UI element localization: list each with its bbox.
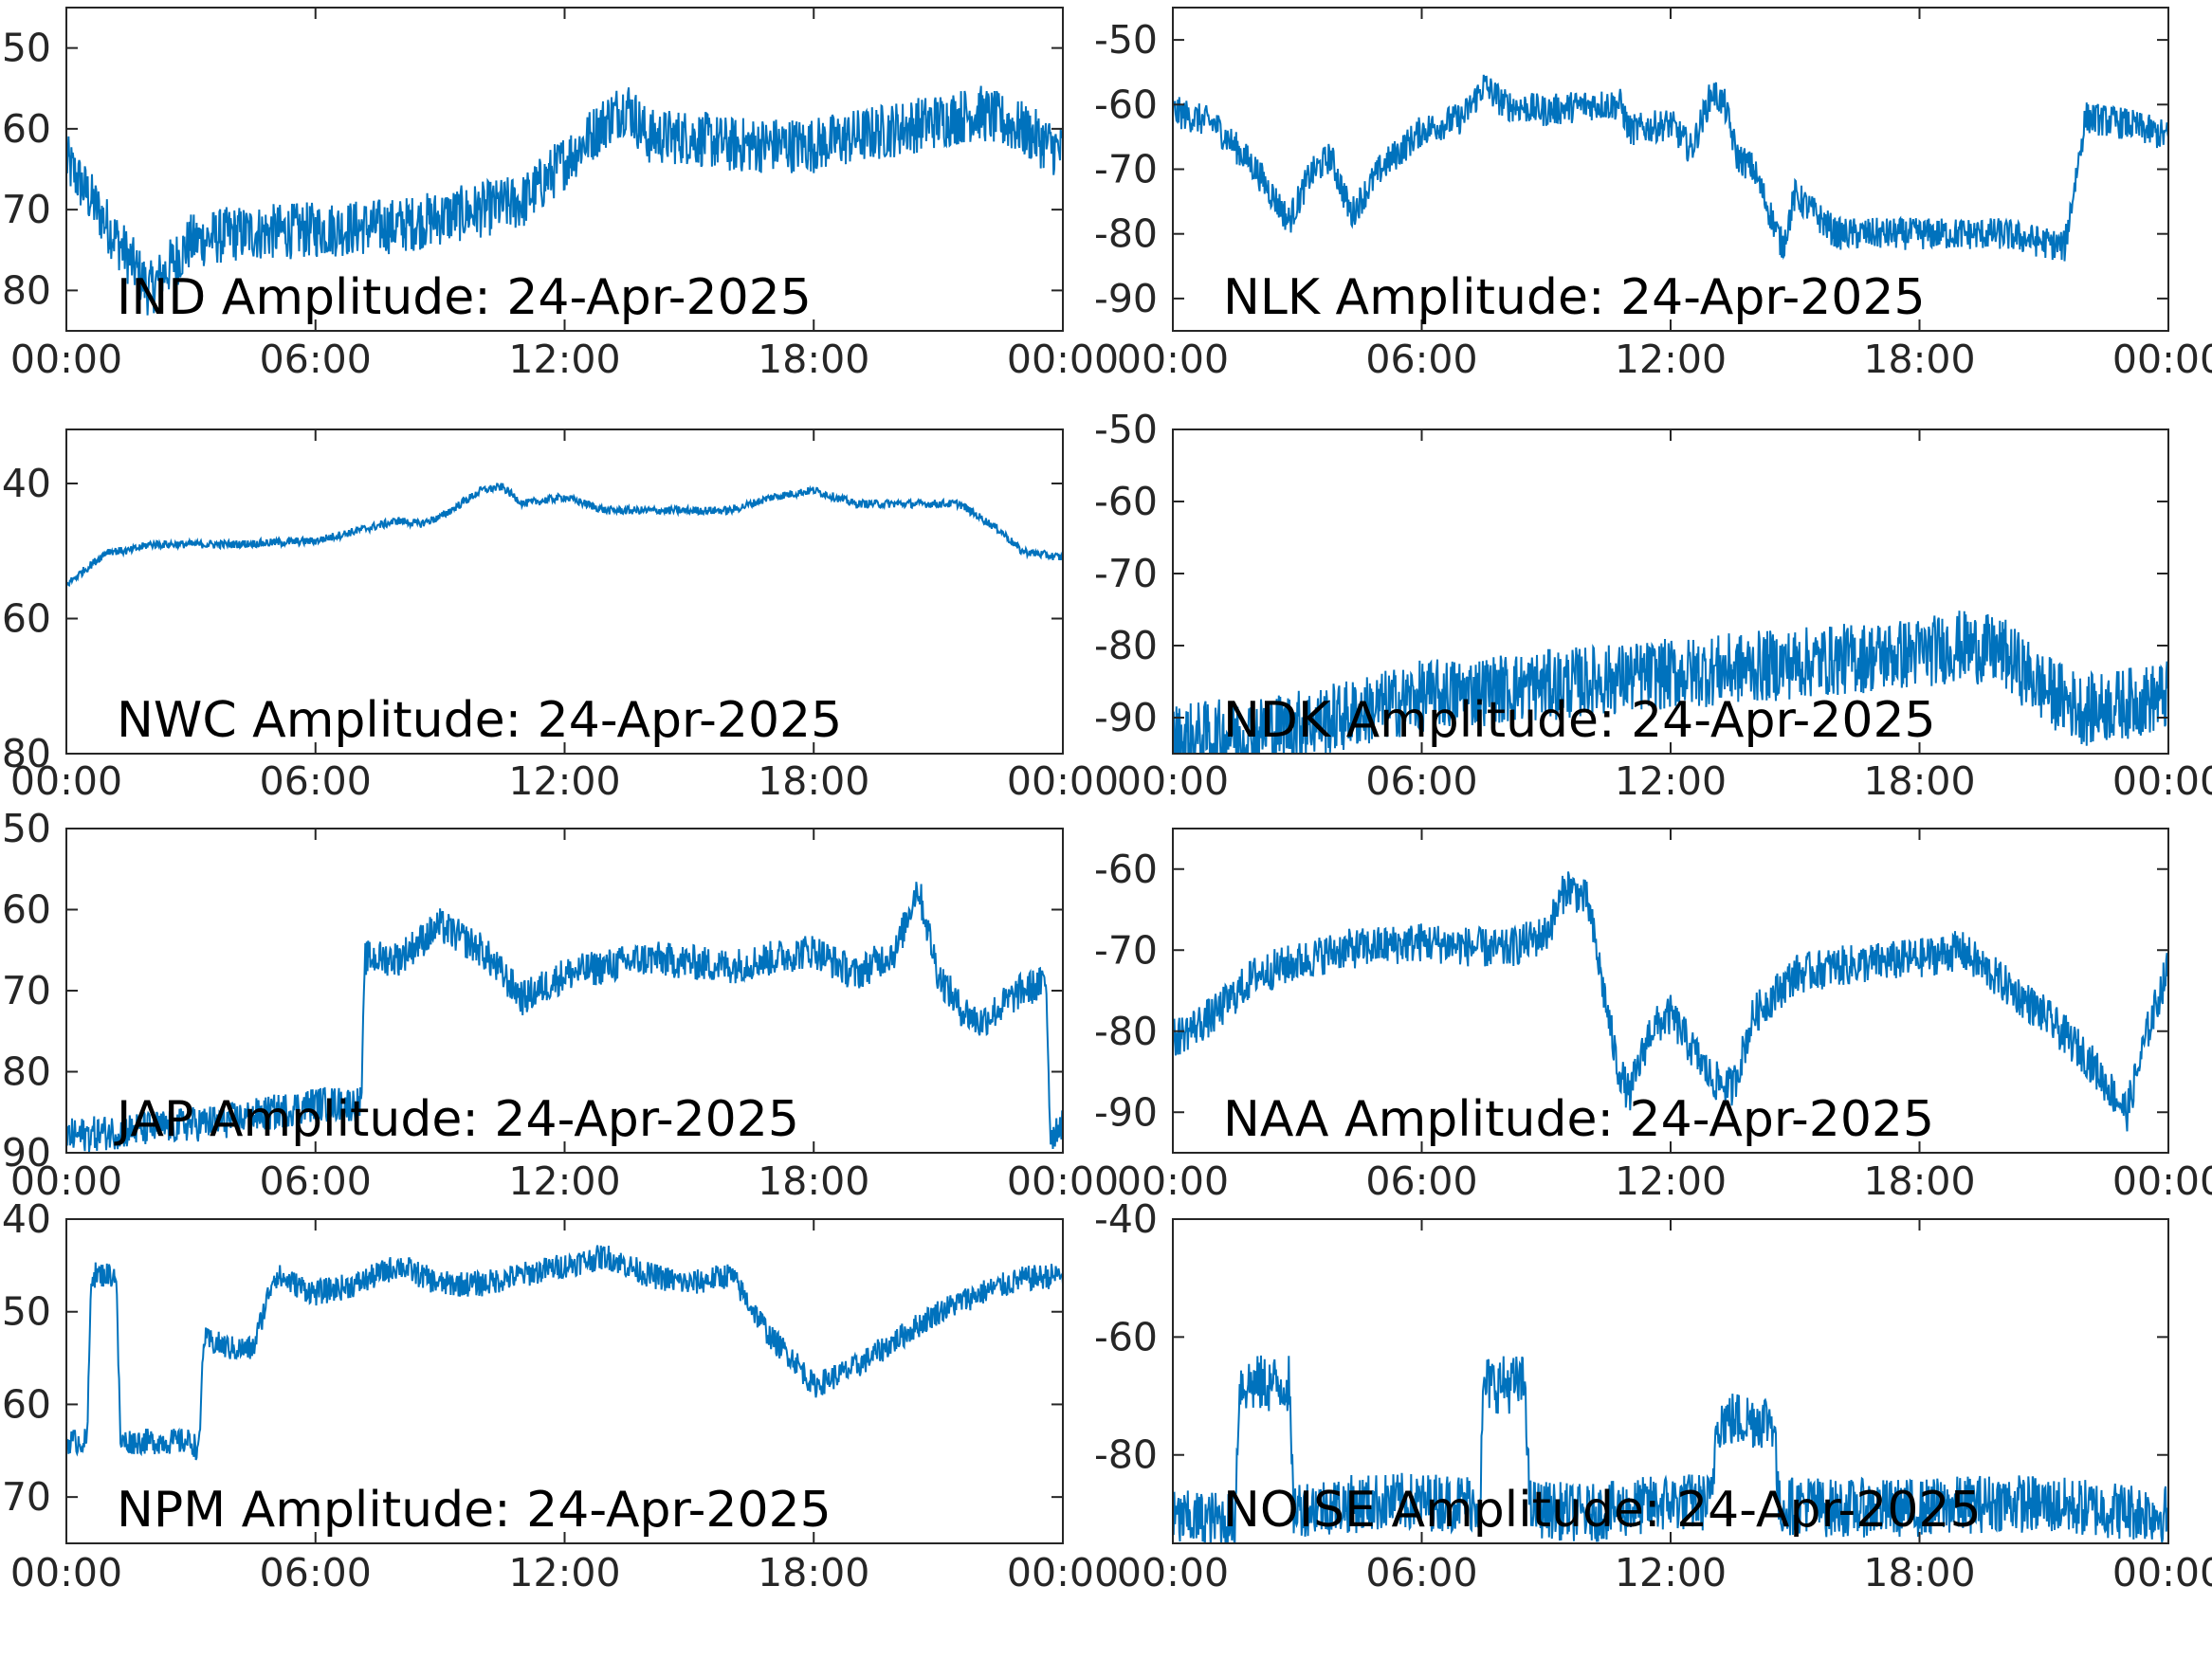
x-tick-label: 00:00 [1117,337,1229,382]
y-tick-label: 60 [2,106,51,152]
y-tick-label: -70 [1094,927,1158,973]
y-tick-label: 40 [2,461,51,506]
x-tick-label: 00:00 [2112,1158,2212,1204]
x-tick-label: 06:00 [1365,1158,1477,1204]
panel-nwc: 00:00 06:00 12:00 18:00 00:00 40 60 80 NWC Ampli… [2,428,1119,804]
x-tick-label: 12:00 [508,337,620,382]
x-tick-label: 06:00 [1365,1550,1477,1595]
panel-jap: 00:00 06:00 12:00 18:00 00:00 50 60 70 80 90 JAP A… [2,806,1119,1204]
x-tick-label: 00:00 [2112,758,2212,804]
y-tick-label: -50 [1094,407,1158,452]
x-tick-label: 00:00 [2112,1550,2212,1595]
y-tick-label: 40 [2,1196,51,1242]
panel-title: IND Amplitude: 24-Apr-2025 [117,269,812,326]
x-tick-label: 00:00 [1117,1158,1229,1204]
x-tick-label: 06:00 [260,337,372,382]
x-tick-label: 00:00 [10,1550,122,1595]
x-tick-label: 18:00 [758,1158,869,1204]
y-tick-label: -60 [1094,1314,1158,1359]
y-tick-label: -80 [1094,1432,1158,1478]
y-tick-label: -90 [1094,695,1158,740]
y-tick-label: 70 [2,187,51,232]
y-tick-label: -50 [1094,17,1158,63]
x-tick-label: 18:00 [758,1550,869,1595]
panel-npm: 00:00 06:00 12:00 18:00 00:00 40 50 60 70 NPM Amp… [2,1196,1119,1595]
x-tick-label: 00:00 [1007,337,1119,382]
y-tick-label: 90 [2,1130,51,1176]
series-line-naa [1173,871,2168,1132]
y-tick-label: 50 [2,26,51,71]
x-tick-label: 06:00 [260,1158,372,1204]
series-line-nlk [1173,74,2168,262]
x-tick-label: 12:00 [1615,337,1727,382]
panel-naa: 00:00 06:00 12:00 18:00 00:00 -60 -70 -80 -90 NAA… [1094,828,2212,1204]
x-tick-label: 00:00 [1117,1550,1229,1595]
y-tick-label: -60 [1094,479,1158,524]
y-tick-label: 60 [2,596,51,642]
panel-title: NWC Amplitude: 24-Apr-2025 [117,692,842,749]
panel-title: NPM Amplitude: 24-Apr-2025 [117,1482,832,1539]
panel-title: NLK Amplitude: 24-Apr-2025 [1223,269,1926,326]
x-tick-label: 00:00 [1117,758,1229,804]
panel-ind: 00:00 06:00 12:00 18:00 00:00 50 60 70 80 IND Amp… [2,7,1119,382]
y-tick-label: 80 [2,267,51,313]
x-tick-label: 06:00 [1365,758,1477,804]
series-line-noise [1173,1355,2168,1543]
panel-title: JAP Amplitude: 24-Apr-2025 [114,1091,799,1148]
y-tick-label: -80 [1094,1009,1158,1054]
x-tick-label: 18:00 [1863,758,1975,804]
x-tick-label: 18:00 [758,758,869,804]
x-tick-label: 18:00 [758,337,869,382]
panel-title: NAA Amplitude: 24-Apr-2025 [1223,1091,1934,1148]
x-tick-label: 12:00 [508,1158,620,1204]
x-tick-label: 00:00 [10,337,122,382]
series-line-nwc [66,483,1063,587]
x-tick-label: 18:00 [1863,337,1975,382]
x-tick-label: 00:00 [10,758,122,804]
panel-nlk: 00:00 06:00 12:00 18:00 00:00 -50 -60 -70 -80 -90… [1094,7,2212,382]
x-tick-label: 06:00 [260,758,372,804]
y-tick-label: -80 [1094,211,1158,257]
y-tick-label: 50 [2,806,51,851]
y-tick-label: -60 [1094,847,1158,892]
series-line-ind [66,85,1063,316]
series-line-ndk [1173,611,2168,754]
y-tick-label: 80 [2,1049,51,1095]
y-tick-label: 70 [2,1474,51,1520]
panel-noise: 00:00 06:00 12:00 18:00 00:00 -40 -60 -80 NOISE … [1094,1196,2212,1595]
panel-ndk: 00:00 06:00 12:00 18:00 00:00 -50 -60 -70 -80 -90… [1094,407,2212,804]
y-tick-label: 70 [2,968,51,1013]
x-tick-label: 00:00 [1007,1550,1119,1595]
panel-title: NDK Amplitude: 24-Apr-2025 [1223,692,1936,749]
y-tick-label: 60 [2,1381,51,1427]
x-tick-label: 00:00 [10,1158,122,1204]
x-tick-label: 12:00 [508,758,620,804]
y-tick-label: 80 [2,731,51,776]
x-tick-label: 12:00 [508,1550,620,1595]
y-tick-label: -60 [1094,82,1158,127]
y-tick-label: -90 [1094,1089,1158,1135]
x-tick-label: 06:00 [1365,337,1477,382]
panel-title: NOISE Amplitude: 24-Apr-2025 [1223,1482,1982,1539]
x-tick-label: 06:00 [260,1550,372,1595]
x-tick-label: 18:00 [1863,1550,1975,1595]
x-tick-label: 00:00 [1007,758,1119,804]
x-tick-label: 12:00 [1615,1550,1727,1595]
x-tick-label: 00:00 [1007,1158,1119,1204]
x-tick-label: 00:00 [2112,337,2212,382]
y-tick-label: -70 [1094,147,1158,192]
y-tick-label: 50 [2,1289,51,1335]
x-tick-label: 12:00 [1615,758,1727,804]
series-line-jap [66,882,1063,1153]
x-tick-label: 12:00 [1615,1158,1727,1204]
y-tick-label: -40 [1094,1196,1158,1242]
y-tick-label: -90 [1094,276,1158,321]
y-tick-label: 60 [2,887,51,933]
y-tick-label: -70 [1094,551,1158,596]
series-line-npm [66,1245,1063,1461]
x-tick-label: 18:00 [1863,1158,1975,1204]
y-tick-label: -80 [1094,623,1158,668]
